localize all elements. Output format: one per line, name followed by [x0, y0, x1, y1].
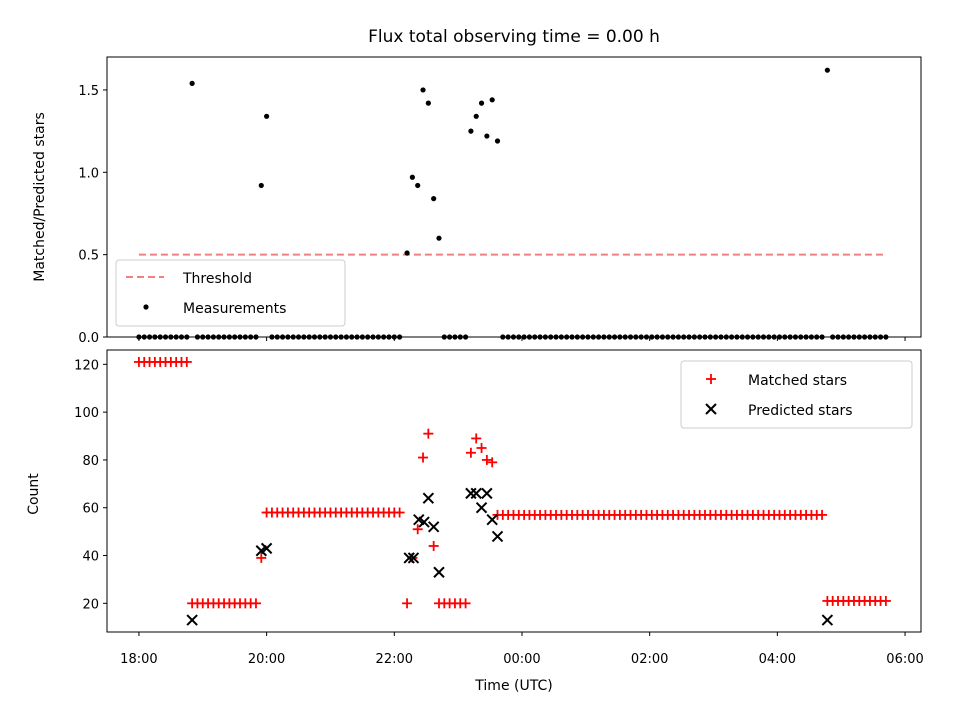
- bottom-y-ticks: 20 40 60 80 100 120: [74, 358, 107, 612]
- measurement-point: [431, 196, 437, 202]
- legend-matched-label: Matched stars: [748, 373, 847, 389]
- bottom-plot-frame: [106, 349, 922, 633]
- predicted-star-point: [475, 502, 488, 514]
- measurement-point: [494, 138, 501, 144]
- measurement-point: [489, 97, 495, 103]
- predicted-star-point: [433, 566, 445, 578]
- top-plot-frame: [106, 56, 922, 338]
- bottom-y-tick-label: 40: [82, 550, 99, 565]
- predicted-star-point: [260, 542, 273, 555]
- matched-star-point: [880, 595, 891, 606]
- legend-matched-swatch: [706, 374, 716, 384]
- legend-matched-marker: [706, 374, 716, 384]
- measurement-point: [415, 182, 421, 189]
- x-axis-label: Time (UTC): [474, 678, 552, 694]
- bottom-legend: Matched stars Predicted stars: [680, 360, 913, 429]
- predicted-star-point: [821, 614, 834, 626]
- measurement-point: [409, 174, 415, 180]
- matched-star-point: [418, 452, 429, 463]
- matched-star-point: [465, 447, 476, 458]
- count-panel: Count Time (UTC) 20 40 60 80 100 120 18:00 20:…: [26, 349, 924, 694]
- predicted-star-point: [486, 513, 498, 526]
- top-legend: Threshold Measurements: [115, 259, 346, 327]
- bottom-y-tick-label: 100: [74, 406, 99, 421]
- measurement-point: [258, 182, 264, 189]
- matched-star-point: [817, 509, 828, 520]
- measurement-point: [425, 100, 431, 106]
- bottom-y-tick-label: 80: [82, 454, 99, 469]
- top-y-axis-label: Matched/Predicted stars: [32, 112, 48, 282]
- matched-star-point: [256, 552, 267, 563]
- measurement-point: [473, 113, 479, 119]
- matched-star-point: [412, 524, 423, 535]
- top-legend-box: [115, 259, 346, 327]
- legend-predicted-label: Predicted stars: [748, 403, 853, 419]
- bottom-y-tick-label: 20: [82, 597, 99, 612]
- legend-measurements-label: Measurements: [183, 301, 286, 317]
- bottom-x-tick-label: 20:00: [248, 652, 285, 667]
- bottom-plot-marks: [133, 356, 891, 626]
- predicted-star-point: [470, 487, 482, 500]
- bottom-x-tick-label: 06:00: [886, 652, 923, 667]
- top-y-tick-label: 0.0: [78, 331, 99, 346]
- matched-star-point: [428, 540, 439, 551]
- predicted-star-point: [403, 552, 415, 564]
- predicted-star-point: [427, 521, 440, 533]
- predicted-star-point: [491, 530, 504, 543]
- bottom-x-tick-label: 00:00: [503, 652, 540, 667]
- bottom-x-tick-label: 18:00: [120, 652, 157, 667]
- legend-threshold-label: Threshold: [182, 271, 252, 287]
- matched-star-point: [181, 356, 192, 367]
- matched-star-point: [394, 507, 405, 518]
- top-y-tick-label: 0.5: [78, 249, 99, 264]
- measurement-point: [420, 87, 426, 93]
- top-x-ticks: [138, 337, 906, 341]
- matched-star-point: [460, 598, 471, 609]
- bottom-x-ticks: 18:00 20:00 22:00 00:00 02:00 04:00 06:00: [120, 632, 924, 667]
- chart-title: Flux total observing time = 0.00 h: [368, 27, 660, 47]
- matched-star-point: [487, 457, 498, 468]
- predicted-star-point: [422, 492, 435, 504]
- top-y-tick-label: 1.5: [78, 84, 99, 99]
- matched-star-point: [476, 442, 487, 453]
- measurement-point: [264, 113, 270, 119]
- bottom-y-tick-label: 60: [82, 502, 99, 517]
- matched-star-point: [423, 428, 434, 439]
- legend-measurements-swatch: [143, 304, 149, 310]
- legend-predicted-swatch: [705, 403, 717, 415]
- bottom-y-axis-label: Count: [26, 473, 42, 515]
- matched-star-point: [471, 433, 482, 444]
- top-y-tick-label: 1.0: [78, 166, 99, 181]
- top-y-ticks: 0.0 0.5 1.0 1.5: [78, 84, 107, 346]
- legend-predicted-marker: [705, 403, 717, 415]
- bottom-x-tick-label: 02:00: [631, 652, 668, 667]
- ratio-panel: Flux total observing time = 0.00 h Match…: [32, 27, 922, 346]
- measurement-point: [468, 128, 474, 134]
- measurement-point: [436, 235, 442, 241]
- predicted-star-point: [407, 552, 420, 564]
- bottom-legend-box: [680, 360, 913, 429]
- bottom-x-tick-label: 04:00: [759, 652, 796, 667]
- matched-star-point: [402, 598, 413, 609]
- bottom-x-tick-label: 22:00: [376, 652, 413, 667]
- measurement-point: [824, 67, 830, 73]
- measurement-point: [484, 133, 490, 139]
- matched-star-point: [250, 598, 261, 609]
- predicted-star-point: [418, 516, 430, 528]
- bottom-y-tick-label: 120: [74, 358, 99, 373]
- measurement-point: [478, 100, 485, 106]
- matched-star-point: [481, 454, 492, 465]
- predicted-star-point: [481, 487, 493, 500]
- predicted-star-point: [186, 614, 198, 626]
- measurement-point: [404, 250, 410, 256]
- measurement-point: [189, 80, 195, 86]
